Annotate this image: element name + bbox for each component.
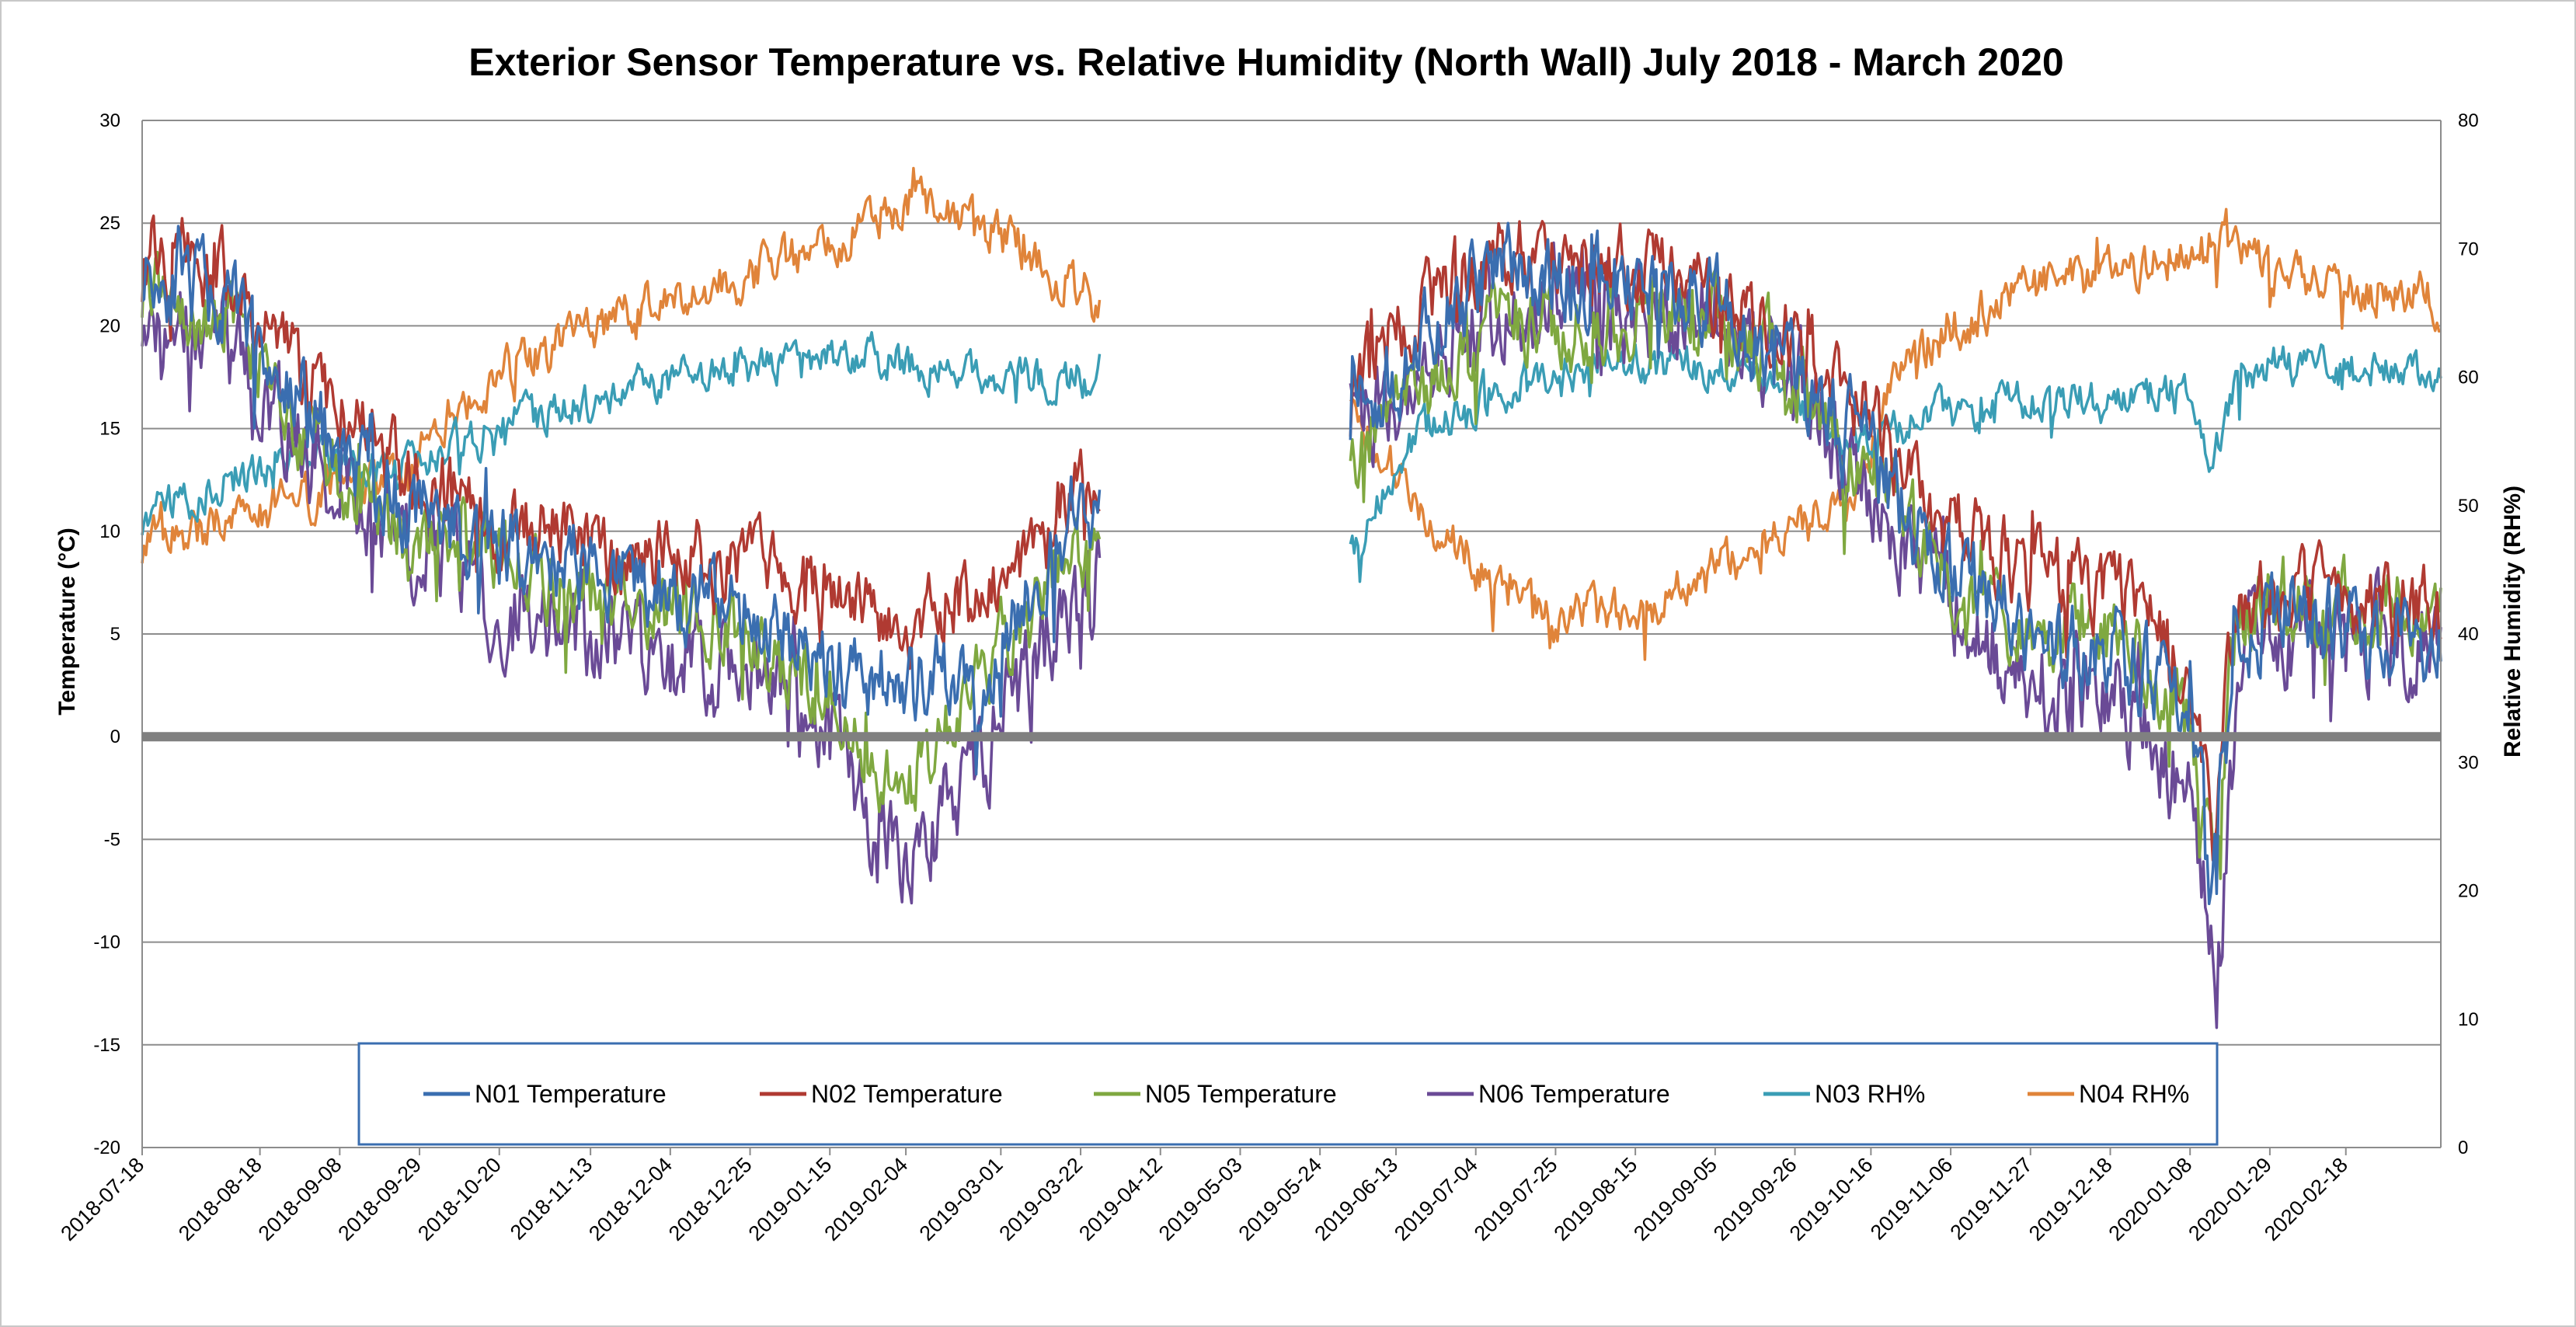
series-line	[1349, 207, 2442, 661]
y2-tick-label: 20	[2458, 881, 2479, 902]
series-line	[1349, 221, 2442, 906]
y-tick-label: -15	[93, 1035, 120, 1056]
legend-label: N03 RH%	[1815, 1080, 1925, 1108]
axes	[141, 120, 2442, 1155]
y2-tick-label: 30	[2458, 752, 2479, 773]
series-line	[1349, 241, 2442, 1029]
y-tick-label: 25	[99, 213, 120, 234]
y2-tick-label: 70	[2458, 239, 2479, 259]
legend-label: N01 Temperature	[475, 1080, 667, 1108]
y-tick-label: 5	[110, 624, 120, 645]
y2-tick-label: 0	[2458, 1137, 2468, 1158]
y2-tick-label: 50	[2458, 496, 2479, 517]
legend: N01 Temperature N02 Temperature N05 Temper…	[357, 1042, 2219, 1146]
y-tick-label: 10	[99, 521, 120, 542]
series-line	[141, 214, 1101, 670]
legend-label: N05 Temperature	[1145, 1080, 1337, 1108]
legend-label: N02 Temperature	[811, 1080, 1003, 1108]
y-tick-label: 30	[99, 110, 120, 131]
series-line	[141, 280, 1102, 905]
y2-tick-labels: 80 70 60 50 40 30 20 10 0	[2458, 110, 2479, 1158]
series-line	[1349, 343, 2442, 583]
series-layer	[141, 166, 2442, 1029]
y2-tick-label: 60	[2458, 367, 2479, 388]
y2-tick-label: 80	[2458, 110, 2479, 131]
y-axis-label: Temperature (°C)	[54, 528, 80, 715]
series-line	[141, 166, 1102, 564]
y-tick-label: 20	[99, 315, 120, 336]
series-line	[141, 225, 1102, 776]
y2-axis-label: Relative Humidity (RH%)	[2500, 486, 2526, 758]
y-tick-label: -20	[93, 1137, 120, 1158]
y-tick-label: -10	[93, 932, 120, 953]
legend-label: N04 RH%	[2079, 1080, 2189, 1108]
y-tick-label: -5	[104, 829, 120, 850]
legend-box	[357, 1042, 2219, 1146]
legend-label: N06 Temperature	[1478, 1080, 1670, 1108]
y2-tick-label: 40	[2458, 624, 2479, 645]
y-tick-labels: 30 25 20 15 10 5 0 -5 -10 -15 -20	[93, 110, 120, 1158]
y-tick-label: 0	[110, 726, 120, 747]
y-tick-label: 15	[99, 419, 120, 440]
chart-title: Exterior Sensor Temperature vs. Relative…	[468, 40, 2063, 84]
y2-tick-label: 10	[2458, 1009, 2479, 1030]
